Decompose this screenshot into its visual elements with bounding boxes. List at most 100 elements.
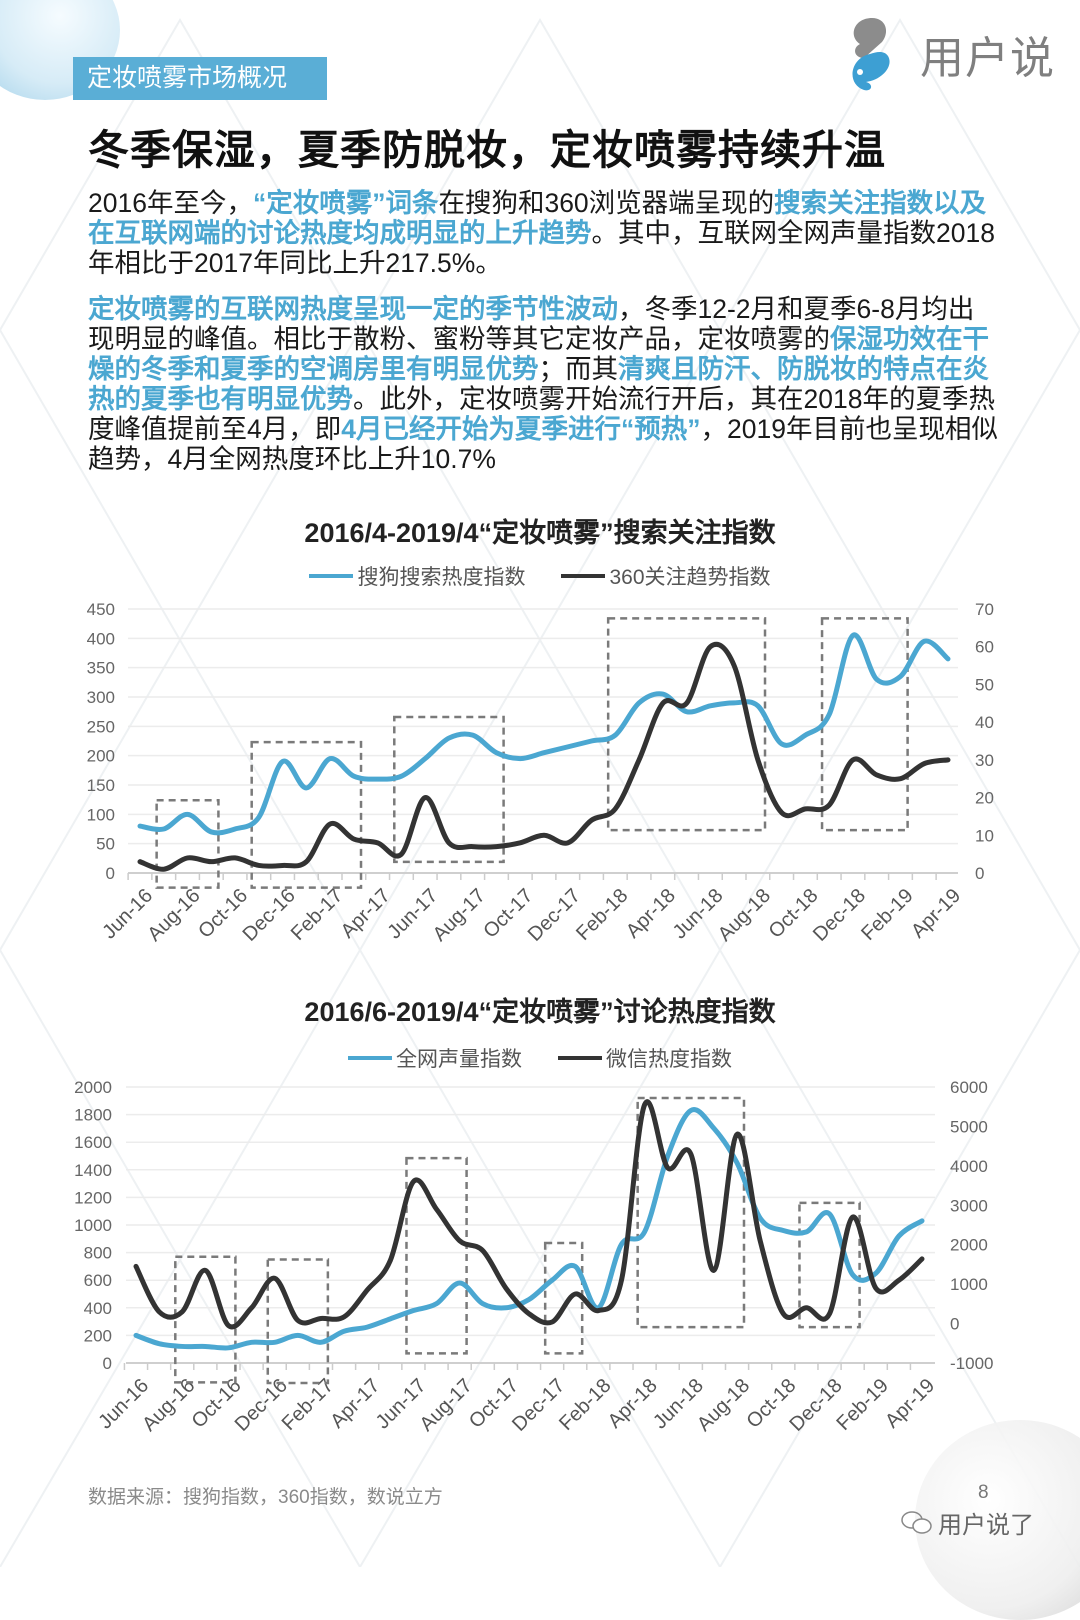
data-point (922, 639, 926, 643)
data-point (897, 1278, 901, 1282)
section-tag: 定妆喷雾市场概况 (73, 57, 327, 100)
x-tick-label: Aug-18 (714, 885, 775, 946)
series-1 (137, 632, 951, 836)
data-point (613, 733, 617, 737)
data-point (756, 758, 760, 762)
data-point (827, 803, 831, 807)
data-point (566, 841, 570, 845)
data-point (296, 1333, 300, 1337)
data-point (273, 1340, 277, 1344)
x-tick-label: Feb-18 (572, 885, 632, 945)
y-right-tick-label: 6000 (950, 1078, 988, 1097)
data-point (162, 827, 166, 831)
data-point (411, 1309, 415, 1313)
y-right-tick-label: -1000 (950, 1354, 993, 1373)
data-point (376, 841, 380, 845)
data-point (898, 777, 902, 781)
data-point (180, 1310, 184, 1314)
data-point (756, 704, 760, 708)
data-point (423, 796, 427, 800)
page-title: 冬季保湿，夏季防脱妆，定妆喷雾持续升温 (88, 127, 886, 173)
data-point (458, 1239, 462, 1243)
data-point (689, 1108, 693, 1112)
data-point (619, 1278, 623, 1282)
legend-label: 全网声量指数 (396, 1048, 522, 1071)
y-left-tick-label: 300 (87, 688, 115, 707)
data-point (162, 867, 166, 871)
data-point (780, 742, 784, 746)
data-point (874, 1286, 878, 1290)
data-point (233, 856, 237, 860)
data-point (435, 1207, 439, 1211)
y-right-tick-label: 30 (975, 751, 994, 770)
data-point (186, 856, 190, 860)
wechat-icon (901, 1510, 932, 1534)
x-tick-label: Dec-17 (508, 1375, 569, 1436)
data-point (803, 807, 807, 811)
highlighted-text: 清爽且防汗、防脱妆的特点在炎热的夏季也有明显优势 (88, 354, 989, 414)
body-text: 在搜狗和360浏览器端呈现的 (438, 188, 775, 218)
data-point (273, 1276, 277, 1280)
legend-label: 360关注趋势指数 (609, 566, 771, 589)
y-left-tick-label: 200 (84, 1326, 112, 1345)
brand-logo-text: 用户说 (920, 34, 1055, 83)
data-point (504, 1306, 508, 1310)
y-right-tick-label: 0 (975, 864, 984, 883)
data-point (319, 1316, 323, 1320)
series-1 (133, 1107, 925, 1351)
data-point (281, 760, 285, 764)
data-point (186, 812, 190, 816)
highlighted-text: 定妆喷雾的互联网热度呈现一定的季节性波动 (88, 294, 618, 324)
highlight-box (155, 799, 220, 889)
y-right-tick-label: 1000 (950, 1275, 988, 1294)
data-point (411, 1180, 415, 1184)
y-left-tick-label: 1800 (74, 1106, 112, 1125)
data-point (226, 1346, 230, 1350)
wechat-account-name: 用户说了 (938, 1512, 1034, 1539)
x-tick-label: Dec-18 (809, 885, 870, 946)
data-point (447, 736, 451, 740)
highlighted-text: 搜索关注指数以及在互联网端的讨论热度均成明显的上升趋势 (88, 188, 987, 248)
data-point (550, 1278, 554, 1282)
data-point (328, 822, 332, 826)
intro-paragraph: 2016年至今，“定妆喷雾”词条在搜狗和360浏览器端呈现的搜索关注指数以及在互… (88, 188, 1000, 278)
y-right-tick-label: 70 (975, 600, 994, 619)
legend-label: 搜狗搜索热度指数 (357, 566, 526, 589)
legend-item-sogou: 搜狗搜索热度指数 (309, 561, 525, 591)
data-point (319, 1340, 323, 1344)
highlighted-text: 保湿功效在干燥的冬季和夏季的空调房里有明显优势 (88, 324, 989, 384)
data-point (643, 1230, 647, 1234)
data-point (590, 818, 594, 822)
data-point (851, 1215, 855, 1219)
data-point (875, 773, 879, 777)
data-point (613, 807, 617, 811)
data-point (712, 1268, 716, 1272)
data-point (342, 1329, 346, 1333)
data-point (732, 664, 736, 668)
legend-item-wechat: 微信热度指数 (558, 1043, 732, 1073)
y-left-tick-label: 400 (87, 629, 115, 648)
chart-2-legend: 全网声量指数 微信热度指数 (0, 1043, 1080, 1073)
highlight-box (250, 740, 363, 889)
data-point (233, 827, 237, 831)
data-point (661, 692, 665, 696)
data-point (518, 757, 522, 761)
data-point (365, 1288, 369, 1292)
highlight-box (405, 1156, 468, 1355)
data-point (712, 1126, 716, 1130)
data-point (550, 1320, 554, 1324)
data-point (250, 1306, 254, 1310)
data-point (804, 1230, 808, 1234)
x-tick-label: Aug-16 (138, 1375, 199, 1436)
data-point (209, 860, 213, 864)
background-watermark-pattern (0, 18, 1080, 1567)
data-point (661, 701, 665, 705)
y-right-tick-label: 5000 (950, 1117, 988, 1136)
y-left-tick-label: 400 (84, 1299, 112, 1318)
data-point (566, 745, 570, 749)
highlighted-text: “定妆喷雾”词条 (252, 188, 439, 218)
data-point (735, 1132, 739, 1136)
data-point (157, 1342, 161, 1346)
x-tick-label: Aug-17 (416, 1375, 477, 1436)
x-tick-label: Apr-19 (907, 885, 965, 943)
